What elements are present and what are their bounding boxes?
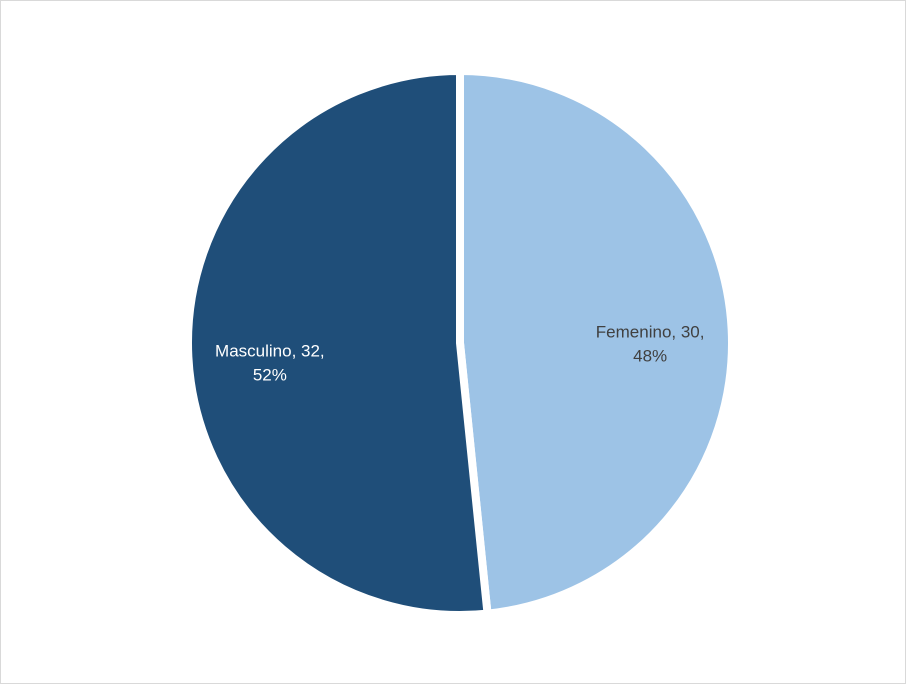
pie-slice bbox=[456, 66, 736, 618]
data-label: Masculino, 32, 52% bbox=[215, 342, 325, 385]
data-label: Femenino, 30, 48% bbox=[596, 323, 705, 366]
pie-slice bbox=[184, 66, 492, 619]
